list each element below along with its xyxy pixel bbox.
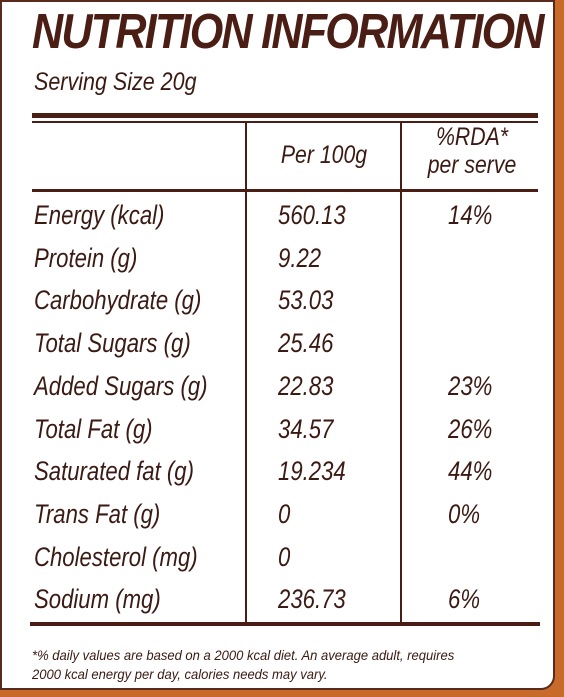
- nutrient-rda: 26%: [448, 413, 493, 444]
- top-rule: [32, 113, 538, 118]
- nutrient-per-100g: 53.03: [278, 285, 334, 316]
- table-row: Energy (kcal) 560.13 14%: [34, 200, 544, 242]
- nutrient-rda: 44%: [448, 456, 493, 487]
- nutrient-name: Total Sugars (g): [34, 328, 191, 359]
- nutrient-per-100g: 0: [278, 541, 291, 572]
- nutrient-per-100g: 25.46: [278, 328, 334, 359]
- top-rule-thin: [32, 121, 538, 123]
- table-row: Trans Fat (g) 0 0%: [34, 499, 544, 541]
- nutrient-name: Energy (kcal): [34, 200, 165, 230]
- nutrient-per-100g: 34.57: [278, 413, 334, 444]
- column-divider-2: [400, 121, 402, 623]
- serving-size: Serving Size 20g: [34, 68, 197, 96]
- nutrient-name: Carbohydrate (g): [34, 285, 202, 316]
- table-row: Saturated fat (g) 19.234 44%: [34, 456, 544, 498]
- nutrient-per-100g: 22.83: [278, 370, 334, 401]
- nutrient-name: Sodium (mg): [34, 584, 161, 615]
- nutrient-rda: 14%: [448, 200, 493, 230]
- header-rule: [32, 189, 538, 192]
- nutrient-per-100g: 19.234: [278, 456, 346, 487]
- header-per-100g: Per 100g: [280, 141, 368, 169]
- table-row: Protein (g) 9.22: [34, 243, 544, 285]
- nutrient-per-100g: 236.73: [278, 584, 346, 615]
- nutrient-name: Added Sugars (g): [34, 370, 208, 401]
- nutrient-per-100g: 560.13: [278, 200, 346, 230]
- header-rda-line2: per serve: [427, 151, 517, 179]
- table-row: Added Sugars (g) 22.83 23%: [34, 371, 544, 413]
- header-rda-line1: %RDA*: [435, 123, 509, 151]
- table-row: Carbohydrate (g) 53.03: [34, 285, 544, 327]
- nutrient-name: Protein (g): [34, 242, 138, 273]
- nutrient-name: Saturated fat (g): [34, 456, 194, 487]
- nutrient-name: Total Fat (g): [34, 413, 153, 444]
- table-row: Total Fat (g) 34.57 26%: [34, 414, 544, 456]
- bottom-rule: [30, 622, 540, 626]
- nutrition-title: NUTRITION INFORMATION: [32, 5, 545, 59]
- footnote-line-1: *% daily values are based on a 2000 kcal…: [32, 647, 455, 663]
- footnote: *% daily values are based on a 2000 kcal…: [32, 646, 511, 684]
- nutrition-label: NUTRITION INFORMATION Serving Size 20g P…: [0, 0, 555, 690]
- nutrient-name: Cholesterol (mg): [34, 541, 198, 572]
- column-divider-1: [245, 121, 247, 623]
- nutrient-rda: 23%: [448, 370, 493, 401]
- nutrient-per-100g: 0: [278, 498, 291, 529]
- nutrient-rda: 6%: [448, 584, 481, 615]
- table-row: Total Sugars (g) 25.46: [34, 328, 544, 370]
- nutrient-rda: 0%: [448, 498, 481, 529]
- table-row: Sodium (mg) 236.73 6%: [34, 584, 544, 626]
- nutrient-name: Trans Fat (g): [34, 498, 161, 529]
- nutrient-per-100g: 9.22: [278, 242, 322, 273]
- table-row: Cholesterol (mg) 0: [34, 542, 544, 584]
- footnote-line-2: 2000 kcal energy per day, calories needs…: [32, 666, 328, 682]
